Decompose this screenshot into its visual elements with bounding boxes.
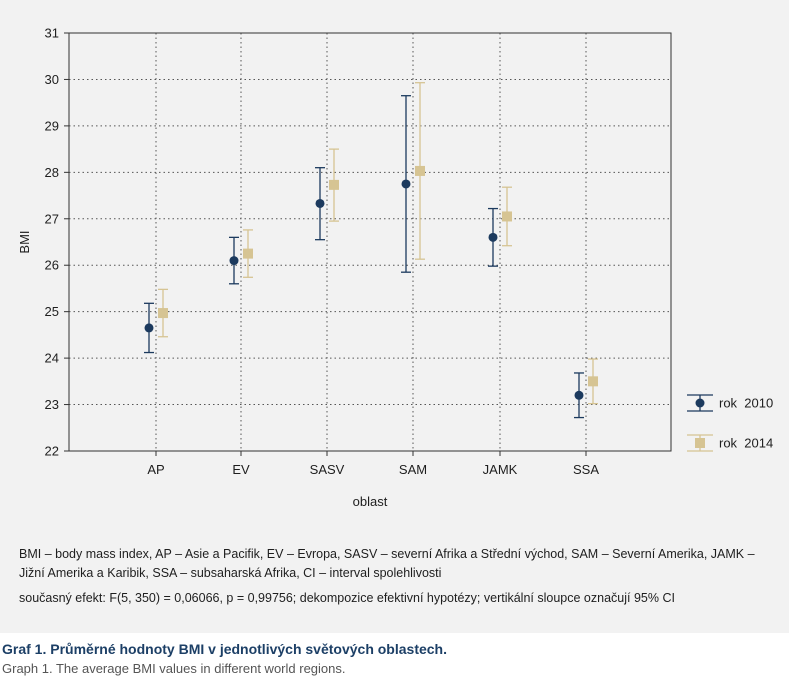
y-tick-label: 31	[45, 26, 59, 41]
series-2014	[158, 82, 598, 405]
data-point	[315, 198, 325, 208]
y-tick-label: 29	[45, 118, 59, 133]
y-tick-label: 23	[45, 397, 59, 412]
y-tick-label: 30	[45, 72, 59, 87]
data-marks	[144, 82, 598, 419]
data-point	[243, 248, 253, 259]
legend-marker	[695, 398, 705, 408]
legend-label: rok 2014	[719, 436, 773, 451]
legend-item-2010: rok 2010	[687, 394, 773, 412]
data-point	[401, 179, 411, 189]
statistics-note: současný efekt: F(5, 350) = 0,06066, p =…	[19, 591, 675, 605]
data-point	[574, 390, 584, 400]
data-point	[144, 323, 154, 333]
series-2010	[144, 95, 584, 419]
y-tick-label: 22	[45, 444, 59, 459]
data-point	[588, 376, 598, 387]
legend: rok 2010 rok 2014	[687, 394, 773, 452]
figure-panel: 22 23 24 25 26 27 28 29 30 31 AP EV SASV SAM JAMK SSA …	[0, 0, 789, 633]
data-point	[158, 308, 168, 319]
plot-frame	[68, 32, 672, 452]
abbreviations-note: BMI – body mass index, AP – Asie a Pacif…	[19, 547, 755, 580]
x-axis-label: oblast	[353, 494, 388, 509]
x-tick-label: EV	[232, 462, 250, 477]
data-point	[415, 165, 425, 176]
x-axis-ticks: AP EV SASV SAM JAMK SSA	[147, 451, 599, 477]
x-tick-label: SSA	[573, 462, 599, 477]
y-tick-label: 25	[45, 304, 59, 319]
x-tick-label: SASV	[310, 462, 345, 477]
data-point	[488, 232, 498, 242]
x-tick-label: AP	[147, 462, 164, 477]
y-axis-ticks: 22 23 24 25 26 27 28 29 30 31	[45, 26, 69, 459]
y-tick-label: 28	[45, 165, 59, 180]
x-tick-label: JAMK	[483, 462, 518, 477]
y-tick-label: 24	[45, 351, 59, 366]
caption-subtitle: Graph 1. The average BMI values in diffe…	[2, 661, 346, 676]
legend-item-2014: rok 2014	[687, 434, 773, 452]
data-point	[229, 256, 239, 266]
x-tick-label: SAM	[399, 462, 427, 477]
data-point	[502, 211, 512, 222]
y-axis-label: BMI	[17, 230, 32, 253]
legend-marker	[695, 438, 705, 448]
y-tick-label: 26	[45, 258, 59, 273]
grid-lines	[69, 33, 671, 451]
caption-title: Graf 1. Průměrné hodnoty BMI v jednotliv…	[2, 641, 447, 657]
legend-label: rok 2010	[719, 396, 773, 411]
data-point	[329, 179, 339, 190]
y-tick-label: 27	[45, 211, 59, 226]
